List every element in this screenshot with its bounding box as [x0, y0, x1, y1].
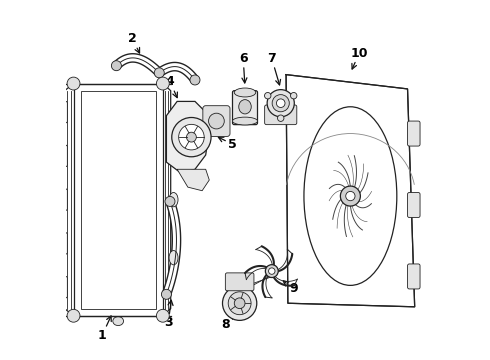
Circle shape	[346, 192, 355, 201]
Circle shape	[209, 113, 224, 129]
Ellipse shape	[113, 317, 123, 325]
FancyBboxPatch shape	[408, 264, 420, 289]
Text: 4: 4	[166, 75, 177, 98]
Circle shape	[161, 289, 172, 299]
Text: 8: 8	[221, 314, 234, 331]
Ellipse shape	[234, 88, 256, 97]
Circle shape	[187, 132, 196, 142]
Circle shape	[276, 99, 285, 108]
FancyBboxPatch shape	[57, 102, 68, 123]
Ellipse shape	[304, 107, 397, 285]
Bar	[74, 84, 163, 316]
FancyBboxPatch shape	[408, 121, 420, 146]
Ellipse shape	[239, 100, 251, 114]
FancyBboxPatch shape	[57, 145, 68, 167]
Circle shape	[265, 93, 271, 99]
Circle shape	[272, 95, 289, 112]
Circle shape	[156, 77, 169, 90]
Text: 10: 10	[350, 47, 368, 69]
Bar	[74, 84, 163, 316]
Circle shape	[277, 115, 284, 121]
Circle shape	[222, 286, 257, 320]
Text: 7: 7	[268, 52, 281, 85]
Circle shape	[267, 90, 294, 117]
Text: 1: 1	[98, 316, 111, 342]
Circle shape	[111, 61, 122, 71]
Polygon shape	[177, 169, 209, 191]
Polygon shape	[167, 102, 209, 173]
Polygon shape	[286, 75, 415, 307]
Circle shape	[154, 68, 164, 78]
Circle shape	[228, 292, 251, 315]
FancyBboxPatch shape	[57, 233, 68, 254]
Circle shape	[165, 197, 175, 206]
Circle shape	[269, 268, 275, 274]
Text: 2: 2	[128, 32, 140, 53]
Circle shape	[67, 309, 80, 322]
Circle shape	[67, 77, 80, 90]
Circle shape	[234, 298, 245, 309]
FancyBboxPatch shape	[57, 189, 68, 210]
Text: 3: 3	[164, 300, 173, 329]
Circle shape	[190, 75, 200, 85]
Bar	[81, 91, 156, 309]
FancyBboxPatch shape	[203, 106, 230, 136]
Circle shape	[341, 186, 360, 206]
Ellipse shape	[169, 134, 178, 149]
Text: 5: 5	[219, 137, 237, 151]
Circle shape	[156, 309, 169, 322]
Circle shape	[266, 265, 278, 278]
FancyBboxPatch shape	[265, 105, 297, 125]
FancyBboxPatch shape	[408, 193, 420, 217]
Ellipse shape	[169, 251, 178, 265]
FancyBboxPatch shape	[225, 273, 254, 291]
Text: 6: 6	[239, 52, 247, 83]
Circle shape	[179, 124, 204, 150]
Circle shape	[291, 93, 297, 99]
Ellipse shape	[169, 193, 178, 207]
FancyBboxPatch shape	[57, 276, 68, 298]
FancyBboxPatch shape	[232, 91, 258, 125]
Circle shape	[172, 117, 211, 157]
Ellipse shape	[232, 117, 258, 125]
Text: 9: 9	[283, 281, 297, 296]
